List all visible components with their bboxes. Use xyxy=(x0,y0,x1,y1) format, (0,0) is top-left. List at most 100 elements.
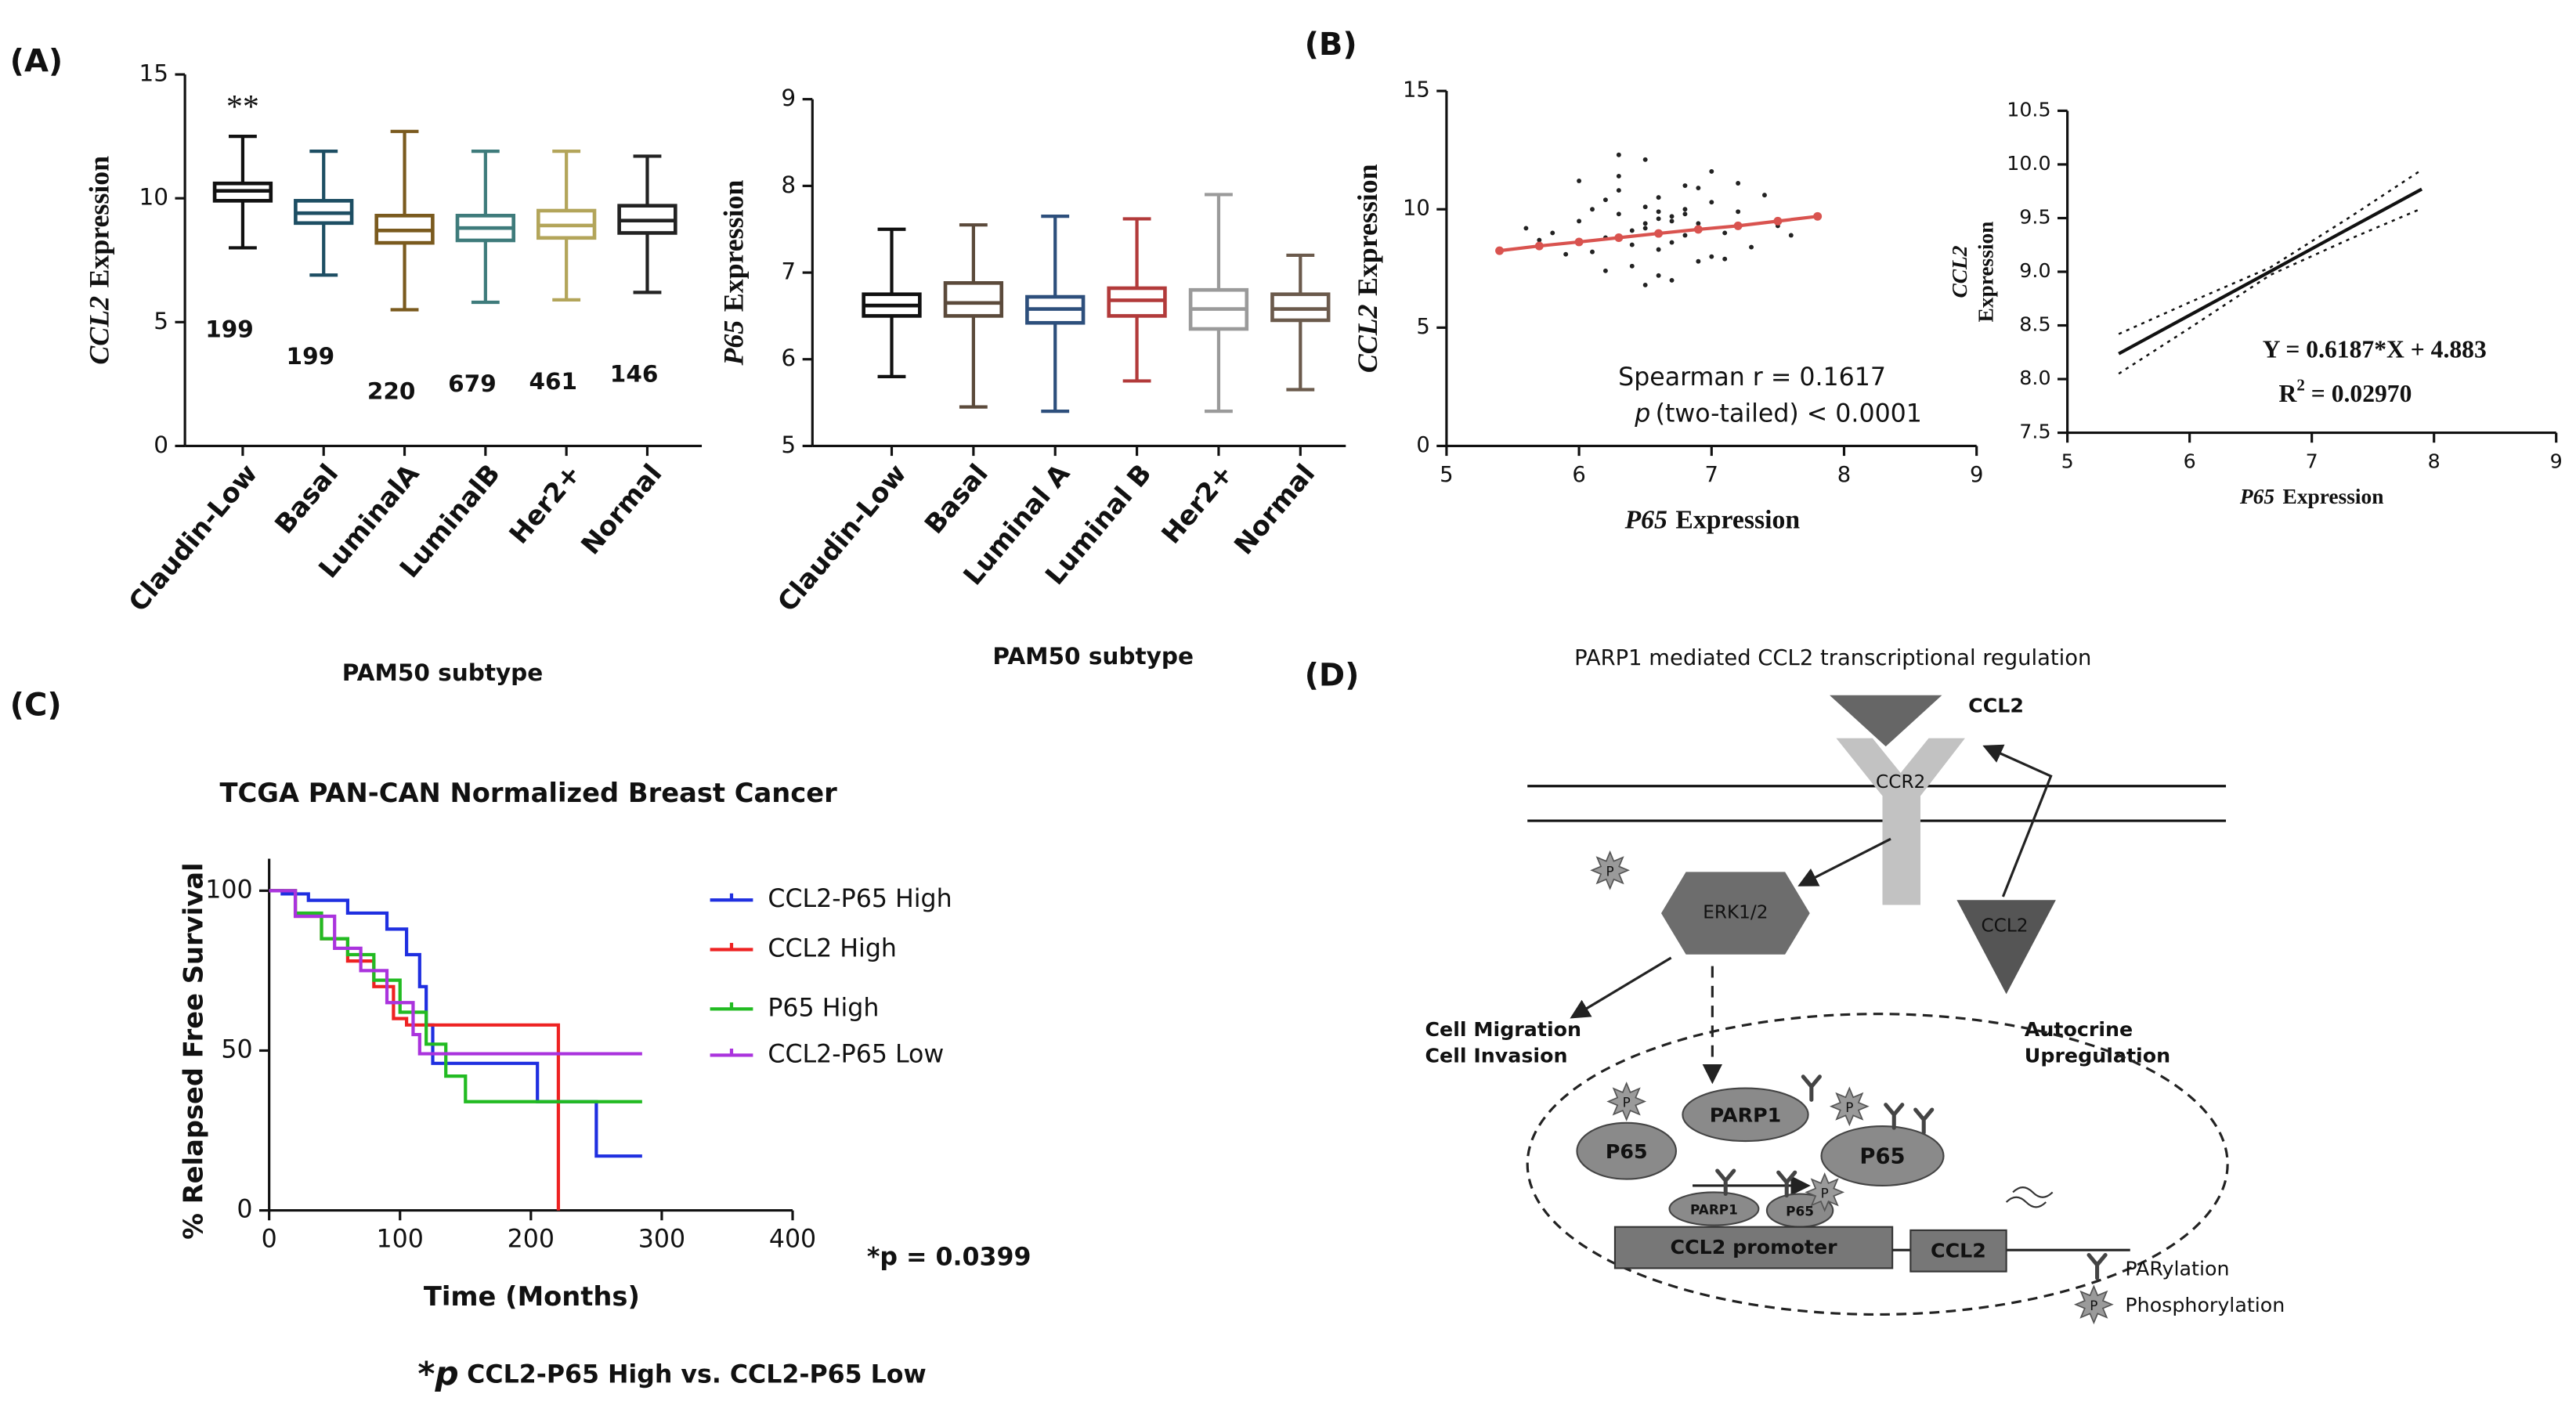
point xyxy=(1669,218,1675,224)
point xyxy=(1602,197,1608,203)
label-text: Expression xyxy=(718,180,750,312)
point xyxy=(1749,244,1754,250)
y-tick-label: 15 xyxy=(139,60,169,87)
secreted-label: CCL2 xyxy=(1981,915,2028,936)
y-axis-title: % Relapsed Free Survival xyxy=(178,862,208,1239)
axis-label: P65 Expression xyxy=(1624,505,1801,534)
fit-point xyxy=(1773,216,1783,226)
fit-point xyxy=(1574,237,1584,247)
x-tick-label: 7 xyxy=(2306,450,2318,473)
y-tick-label: 9 xyxy=(781,85,796,111)
point xyxy=(1563,251,1569,257)
fit-point xyxy=(1654,229,1664,238)
protein-label: P65 xyxy=(1606,1140,1648,1163)
sample-size: 146 xyxy=(610,360,659,387)
gene-name: CCL2 xyxy=(84,296,115,365)
y-tick-label: 9.5 xyxy=(2019,205,2050,228)
gene-label: CCL2 xyxy=(1931,1239,1986,1262)
point xyxy=(1656,209,1661,215)
point xyxy=(1616,173,1621,179)
sample-size: 679 xyxy=(448,370,497,397)
p-value: *p = 0.0399 xyxy=(867,1244,1031,1272)
gene-name: P65 xyxy=(2239,485,2274,508)
point xyxy=(1642,204,1648,210)
star: * xyxy=(417,1354,435,1392)
phospho-star xyxy=(1805,1172,1845,1212)
point xyxy=(1696,186,1701,190)
parylation-symbol xyxy=(1776,1170,1797,1198)
gene-box xyxy=(1909,1229,2007,1273)
ligand xyxy=(1830,695,1942,747)
promoter-label: CCL2 promoter xyxy=(1671,1236,1838,1259)
point xyxy=(1590,207,1595,212)
y-tick-label: 5 xyxy=(154,308,168,334)
point xyxy=(1669,240,1675,245)
point xyxy=(1616,152,1621,157)
point xyxy=(1682,183,1688,188)
diagram-title: PARP1 mediated CCL2 transcriptional regu… xyxy=(1574,646,2091,670)
point xyxy=(1629,242,1635,247)
fit-point xyxy=(1495,246,1505,255)
legend-parylation: PARylation xyxy=(2125,1257,2229,1280)
parylation-symbol xyxy=(2086,1252,2108,1280)
point xyxy=(1788,233,1794,238)
point xyxy=(1682,211,1688,217)
point xyxy=(1656,216,1661,222)
phospho-label: P xyxy=(1821,1186,1829,1201)
r-rest: = 0.02970 xyxy=(2305,380,2412,407)
panel-label: (C) xyxy=(10,688,62,724)
point xyxy=(1642,157,1648,162)
phospho-label: P xyxy=(1845,1100,1853,1115)
y-tick-label: 8.0 xyxy=(2019,367,2050,389)
effect-label: Cell Invasion xyxy=(1425,1045,1567,1067)
protein xyxy=(1682,1087,1809,1143)
parylation-symbol xyxy=(1801,1074,1822,1102)
x-tick-label: 9 xyxy=(1970,463,1983,487)
gene-name: P65 xyxy=(1624,505,1667,534)
panel-label: (D) xyxy=(1305,658,1360,694)
legend-label: P65 High xyxy=(768,994,879,1022)
y-tick-label: 8.5 xyxy=(2019,313,2050,336)
point xyxy=(1656,247,1661,252)
point xyxy=(1642,221,1648,226)
point xyxy=(1709,168,1714,174)
point xyxy=(1682,233,1688,238)
point xyxy=(1523,226,1529,231)
point xyxy=(1616,188,1621,193)
phospho-star xyxy=(1606,1082,1647,1121)
point xyxy=(1629,263,1635,269)
protein xyxy=(1576,1121,1678,1180)
p-symbol: p xyxy=(434,1354,458,1392)
parylation-symbol xyxy=(1884,1103,1905,1130)
fit-point xyxy=(1693,225,1703,234)
x-tick-label: 9 xyxy=(2550,450,2563,473)
comparison: *p CCL2-P65 High vs. CCL2-P65 Low xyxy=(417,1354,926,1392)
y-tick-label: 0 xyxy=(1416,433,1429,457)
point xyxy=(1736,209,1741,215)
y-tick-label: 5 xyxy=(781,432,796,458)
p-symbol: p xyxy=(1634,399,1650,428)
kinase-label: ERK1/2 xyxy=(1703,902,1768,923)
legend-label: CCL2-P65 Low xyxy=(768,1040,944,1068)
significance: ** xyxy=(226,88,259,125)
kinase xyxy=(1660,872,1810,955)
y-tick-label: 15 xyxy=(1403,78,1430,103)
x-tick-label: 300 xyxy=(638,1226,685,1254)
sample-size: 199 xyxy=(205,316,254,342)
fit-point xyxy=(1614,233,1624,242)
protein-label: PARP1 xyxy=(1690,1202,1738,1218)
y-tick-label: 9.0 xyxy=(2019,259,2050,282)
arrow xyxy=(1982,744,2053,897)
arrow xyxy=(1570,956,1672,1019)
equation: Y = 0.6187*X + 4.883 xyxy=(2263,336,2487,363)
arrow xyxy=(1797,837,1891,887)
x-tick-label: 6 xyxy=(1572,463,1585,487)
sample-size: 199 xyxy=(287,343,335,370)
mrna xyxy=(2005,1186,2054,1208)
point xyxy=(1656,195,1661,200)
sample-size: 220 xyxy=(367,377,416,404)
panel-label: (A) xyxy=(10,43,63,79)
x-tick-label: 100 xyxy=(377,1226,424,1254)
